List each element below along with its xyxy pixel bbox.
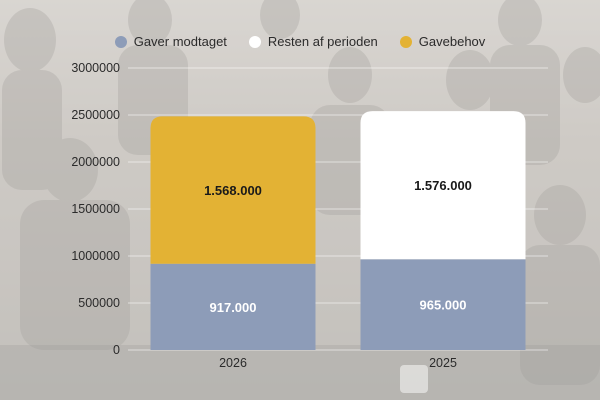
bar-segment xyxy=(360,111,526,260)
y-tick-label: 500000 xyxy=(78,296,120,310)
chart-legend: Gaver modtaget Resten af perioden Gavebe… xyxy=(0,34,600,49)
y-tick-label: 2500000 xyxy=(71,108,120,122)
data-label: 965.000 xyxy=(420,298,467,313)
x-tick-label: 2025 xyxy=(429,356,457,370)
y-tick-label: 2000000 xyxy=(71,155,120,169)
data-label: 917.000 xyxy=(210,300,257,315)
legend-item: Resten af perioden xyxy=(248,34,378,49)
legend-label: Gavebehov xyxy=(418,34,486,49)
bar-segment xyxy=(360,259,526,350)
legend-label: Gaver modtaget xyxy=(133,34,227,49)
legend-label: Resten af perioden xyxy=(267,34,378,49)
legend-item: Gaver modtaget xyxy=(114,34,227,49)
data-label: 1.568.000 xyxy=(204,183,262,198)
legend-swatch-icon xyxy=(248,35,261,48)
y-tick-label: 0 xyxy=(113,343,120,357)
legend-item: Gavebehov xyxy=(399,34,486,49)
legend-swatch-icon xyxy=(114,35,127,48)
y-tick-label: 1500000 xyxy=(71,202,120,216)
y-tick-label: 3000000 xyxy=(71,61,120,75)
legend-swatch-icon xyxy=(399,35,412,48)
bar-segment xyxy=(150,116,316,264)
data-label: 1.576.000 xyxy=(414,178,472,193)
bar-segment xyxy=(150,263,316,350)
x-tick-label: 2026 xyxy=(219,356,247,370)
y-tick-label: 1000000 xyxy=(71,249,120,263)
